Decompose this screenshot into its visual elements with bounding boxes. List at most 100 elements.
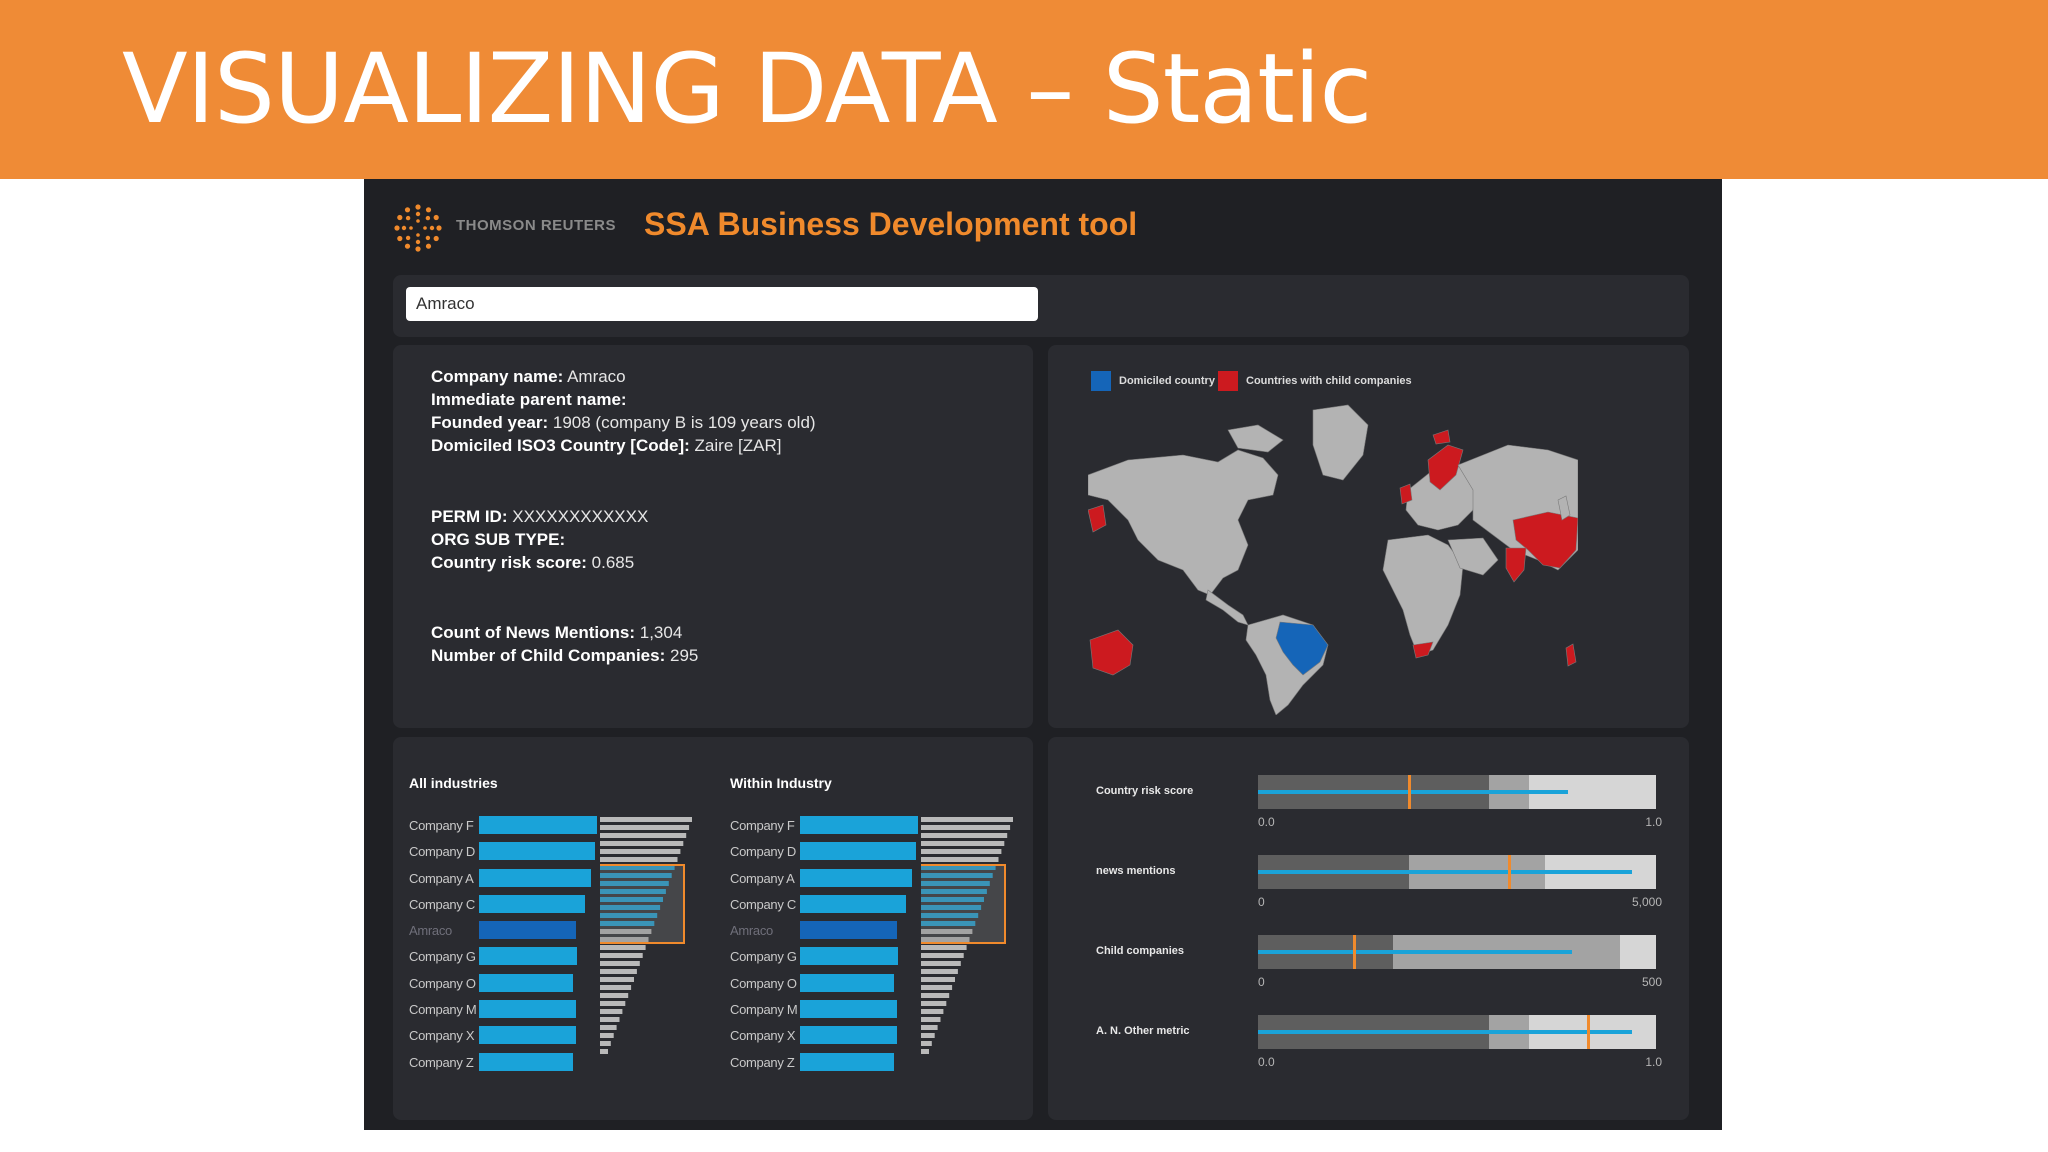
bullet-track [1258,1015,1656,1049]
bullet-min-tick: 0 [1258,975,1265,989]
ranking-label: Company D [730,844,796,860]
mini-bar [921,825,1011,830]
mini-bar [600,945,646,950]
mini-bar [921,897,984,902]
mini-bar [921,865,996,870]
within-industry-mini-chart [921,817,1013,1054]
all-industries-title: All industries [409,775,498,791]
bullet-track [1258,775,1656,809]
mini-bar [600,881,669,886]
map-japan [1557,495,1571,521]
mini-bar [921,937,970,942]
bullet-target-marker [1408,775,1412,809]
bullet-label: Country risk score [1096,785,1194,797]
bullet-band [1620,935,1656,969]
mini-bar [600,1041,611,1046]
info-org-sub-type: ORG SUB TYPE: [431,530,566,549]
within-industry-title: Within Industry [730,775,832,791]
ranking-bar [800,1052,895,1071]
mini-selection-window [921,864,1006,944]
bullet-target-marker [1587,1015,1591,1049]
map-brazil [1275,621,1329,676]
mini-bar [921,1009,944,1014]
ranking-label: Company A [409,870,474,886]
ranking-label: Company D [409,844,475,860]
ranking-label: Company C [409,896,475,912]
ranking-bar [479,1052,574,1071]
ranking-bar [479,1000,576,1019]
map-china [1512,511,1578,569]
mini-bar [921,857,999,862]
ranking-bar [800,868,913,887]
mini-bar [921,993,950,998]
map-australia [1089,629,1134,676]
bullet-target-marker [1507,855,1511,889]
mini-bar [600,833,687,838]
ranking-bar [800,894,907,913]
mini-bar [600,977,634,982]
mini-bar [600,961,640,966]
bullet-max-tick: 1.0 [1645,1055,1662,1069]
app-window: THOMSON REUTERS SSA Business Development… [364,179,1722,1130]
bullet-track [1258,935,1656,969]
mini-bar [600,817,692,822]
mini-bar [600,889,666,894]
map-central-america [1205,589,1249,626]
info-news-mentions: Count of News Mentions: 1,304 [431,623,683,642]
ranking-label: Company Z [409,1054,474,1070]
mini-bar [600,849,681,854]
world-map-panel: Domiciled country Countries with child c… [1048,345,1689,728]
legend-swatch-blue [1091,371,1111,391]
map-scandinavia [1427,444,1464,491]
mini-bar [921,833,1008,838]
info-domiciled-country: Domiciled ISO3 Country [Code]: Zaire [ZA… [431,436,782,455]
map-iceland [1432,429,1451,445]
mini-bar [600,1009,623,1014]
map-middle-east [1447,537,1499,576]
bullet-value-bar [1258,950,1573,954]
bullet-value-bar [1258,1030,1633,1034]
info-country-risk: Country risk score: 0.685 [431,553,635,572]
mini-bar [600,857,678,862]
bullet-label: news mentions [1096,865,1176,877]
mini-bar [921,945,967,950]
mini-bar [921,873,993,878]
mini-bar [600,985,632,990]
ranking-bar [800,921,897,940]
mini-bar [921,985,953,990]
search-bar [393,275,1689,337]
ranking-bar [479,1026,576,1045]
ranking-label: Company X [409,1028,475,1044]
mini-bar [921,889,987,894]
ranking-bar [479,973,574,992]
mini-bar [921,1017,941,1022]
info-perm-id: PERM ID: XXXXXXXXXXXX [431,507,649,526]
ranking-bar [800,1000,897,1019]
mini-bar [921,1049,929,1054]
legend-swatch-red [1218,371,1238,391]
legend-domiciled: Domiciled country [1091,371,1215,391]
ranking-label: Company F [409,818,474,833]
bullet-value-bar [1258,790,1569,794]
app-title: SSA Business Development tool [644,206,1138,242]
ranking-bar [800,842,916,861]
ranking-label: Company M [730,1002,798,1018]
ranking-label: Company O [409,975,476,991]
ranking-label: Company A [730,870,795,886]
slide-title: VISUALIZING DATA – Static [122,33,1372,145]
mini-bar [600,1033,614,1038]
mini-bar [921,969,958,974]
mini-bar [921,849,1002,854]
company-search-input[interactable] [406,287,1038,321]
world-map [1088,404,1578,715]
mini-bar [921,1001,947,1006]
mini-bar [600,825,690,830]
mini-bar [921,817,1013,822]
bullet-min-tick: 0.0 [1258,1055,1275,1069]
mini-bar [600,865,675,870]
bullet-max-tick: 5,000 [1631,895,1662,909]
bullet-label: Child companies [1096,945,1185,957]
ranking-label: Company Z [730,1054,795,1070]
thomson-reuters-logo-icon [394,204,442,252]
mini-bar [921,1041,932,1046]
